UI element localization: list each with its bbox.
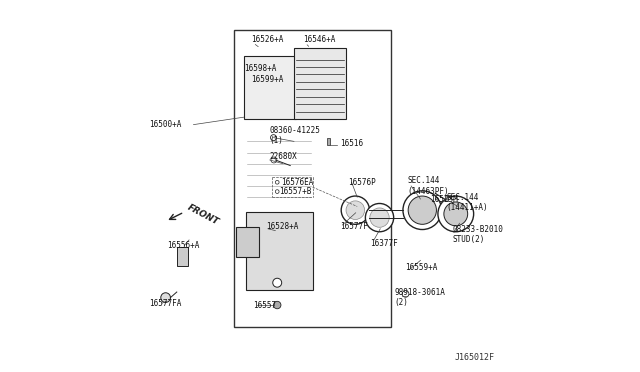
Bar (328, 138, 330, 145)
Text: 16559+A: 16559+A (406, 263, 438, 272)
Text: 16526+A: 16526+A (251, 35, 284, 44)
Text: SEC.144
(14463PF): SEC.144 (14463PF) (408, 176, 449, 196)
FancyBboxPatch shape (246, 212, 312, 290)
Text: 16500+A: 16500+A (149, 120, 181, 129)
Text: SEC.144
(14411+A): SEC.144 (14411+A) (447, 193, 488, 212)
Text: 16576P: 16576P (348, 178, 376, 187)
Circle shape (271, 135, 276, 141)
Circle shape (370, 208, 389, 227)
Circle shape (275, 180, 279, 184)
Bar (234, 30, 390, 327)
Circle shape (408, 196, 436, 224)
Text: 16577FA: 16577FA (149, 299, 181, 308)
FancyBboxPatch shape (244, 56, 296, 119)
Text: 08360-41225
(1): 08360-41225 (1) (270, 126, 321, 145)
Text: 16576EA: 16576EA (281, 178, 314, 187)
Text: 16377F: 16377F (370, 239, 398, 248)
Circle shape (346, 201, 365, 219)
Text: FRONT: FRONT (186, 203, 221, 227)
Circle shape (438, 196, 474, 232)
FancyBboxPatch shape (177, 247, 188, 266)
Text: 16528+A: 16528+A (266, 222, 298, 231)
Text: 16577F: 16577F (340, 222, 368, 231)
Circle shape (402, 291, 409, 297)
Text: 98918-3061A
(2): 98918-3061A (2) (394, 288, 445, 307)
Text: J165012F: J165012F (455, 353, 495, 362)
Text: 16598+A: 16598+A (244, 64, 276, 73)
Text: 16516: 16516 (340, 139, 364, 148)
FancyBboxPatch shape (294, 48, 346, 119)
Circle shape (161, 293, 170, 302)
Circle shape (273, 301, 281, 309)
Text: 16557: 16557 (253, 301, 276, 310)
Circle shape (365, 203, 394, 232)
Text: 16556+A: 16556+A (168, 241, 200, 250)
Circle shape (271, 157, 277, 163)
Text: 16557+B: 16557+B (279, 187, 312, 196)
Bar (445, 195, 447, 201)
Circle shape (275, 190, 279, 193)
Text: 16523M: 16523M (429, 195, 458, 203)
Circle shape (341, 196, 369, 224)
Text: 22680X: 22680X (270, 152, 298, 161)
Text: 16546+A: 16546+A (303, 35, 335, 44)
FancyBboxPatch shape (236, 227, 259, 257)
Circle shape (273, 278, 282, 287)
Text: 16599+A: 16599+A (251, 76, 284, 84)
Circle shape (403, 191, 442, 230)
Text: 08233-B2010
STUD(2): 08233-B2010 STUD(2) (452, 225, 503, 244)
Circle shape (444, 202, 468, 226)
